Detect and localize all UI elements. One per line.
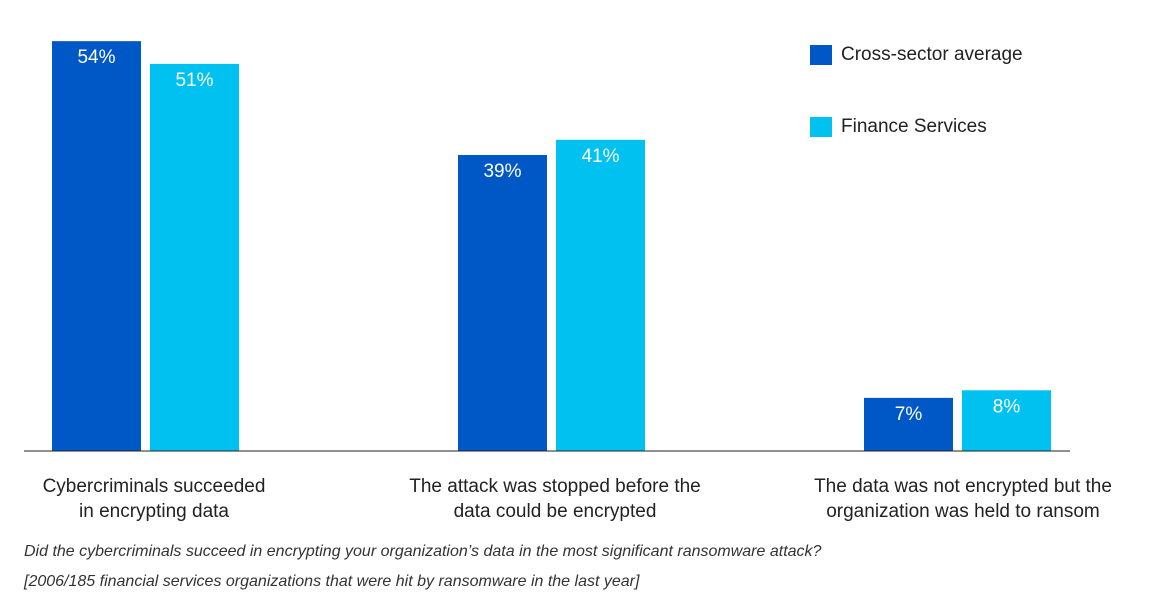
category-label-line: data could be encrypted [453, 501, 657, 522]
category-label-line: in encrypting data [79, 501, 229, 522]
legend-swatch [810, 45, 832, 65]
category-label-line: The data was not encrypted but the [814, 476, 1112, 497]
legend-label: Cross-sector average [841, 44, 1023, 65]
category-label: The attack was stopped before the data c… [395, 474, 715, 524]
legend-item-cross-sector: Cross-sector average [810, 44, 1023, 66]
chart-caption: Did the cybercriminals succeed in encryp… [24, 543, 822, 560]
bar [52, 41, 141, 451]
bar [962, 390, 1051, 451]
category-label: The data was not encrypted but the organ… [803, 474, 1123, 524]
bar [864, 397, 953, 451]
legend-swatch [810, 117, 832, 137]
data-label: 8% [993, 396, 1021, 417]
bar [556, 139, 645, 451]
bar [150, 63, 239, 451]
bar-chart: 54% 39% 7% 51% 41% 8% [24, 41, 1070, 452]
category-label-line: Cybercriminals succeeded [42, 476, 266, 497]
data-label: 54% [77, 47, 115, 68]
data-label: 39% [483, 161, 521, 182]
chart-note: [2006/185 financial services organizatio… [24, 573, 640, 590]
data-label: 51% [175, 70, 213, 91]
category-label-line: organization was held to ransom [826, 501, 1100, 522]
data-label: 41% [581, 146, 619, 167]
legend-item-finance: Finance Services [810, 116, 987, 138]
category-label: Cybercriminals succeeded in encrypting d… [0, 474, 314, 524]
category-label-line: The attack was stopped before the [409, 476, 701, 497]
data-label: 7% [895, 404, 923, 425]
bar [458, 154, 547, 452]
legend-label: Finance Services [841, 116, 987, 137]
